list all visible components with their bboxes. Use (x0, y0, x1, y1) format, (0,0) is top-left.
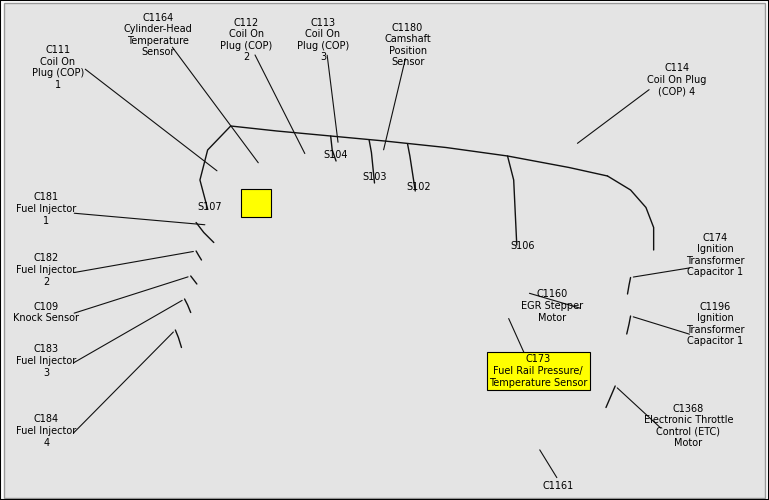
Bar (241, 189, 271, 216)
Text: C114
Coil On Plug
(COP) 4: C114 Coil On Plug (COP) 4 (647, 64, 707, 96)
Text: C1180
Camshaft
Position
Sensor: C1180 Camshaft Position Sensor (384, 22, 431, 68)
Text: C113
Coil On
Plug (COP)
3: C113 Coil On Plug (COP) 3 (297, 18, 349, 62)
Text: C111
Coil On
Plug (COP)
1: C111 Coil On Plug (COP) 1 (32, 45, 84, 90)
Text: S104: S104 (324, 150, 348, 160)
Text: S107: S107 (198, 202, 222, 211)
Text: C184
Fuel Injector
4: C184 Fuel Injector 4 (16, 414, 76, 448)
Text: S102: S102 (407, 182, 431, 192)
Text: S103: S103 (362, 172, 387, 182)
Text: C1196
Ignition
Transformer
Capacitor 1: C1196 Ignition Transformer Capacitor 1 (686, 302, 744, 346)
Text: C181
Fuel Injector
1: C181 Fuel Injector 1 (16, 192, 76, 226)
Text: C173
Fuel Rail Pressure/
Temperature Sensor: C173 Fuel Rail Pressure/ Temperature Sen… (489, 354, 588, 388)
Text: C1160
EGR Stepper
Motor: C1160 EGR Stepper Motor (521, 290, 583, 322)
Text: C183
Fuel Injector
3: C183 Fuel Injector 3 (16, 344, 76, 378)
Text: C182
Fuel Injector
2: C182 Fuel Injector 2 (16, 254, 76, 286)
Text: C112
Coil On
Plug (COP)
2: C112 Coil On Plug (COP) 2 (220, 18, 272, 62)
Text: S106: S106 (511, 241, 535, 251)
Text: C1368
Electronic Throttle
Control (ETC)
Motor: C1368 Electronic Throttle Control (ETC) … (644, 404, 733, 448)
Text: C1161: C1161 (543, 481, 574, 491)
Text: C174
Ignition
Transformer
Capacitor 1: C174 Ignition Transformer Capacitor 1 (686, 232, 744, 278)
Text: C1164
Cylinder-Head
Temperature
Sensor: C1164 Cylinder-Head Temperature Sensor (123, 12, 192, 58)
Text: C109
Knock Sensor: C109 Knock Sensor (13, 302, 79, 324)
